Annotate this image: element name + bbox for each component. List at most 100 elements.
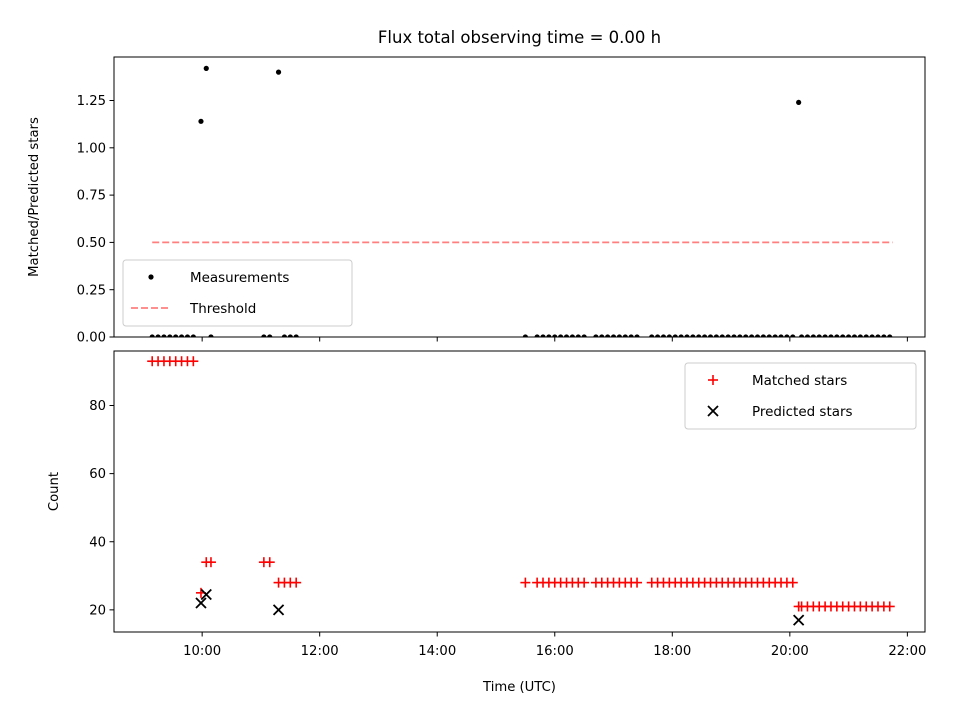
data-point: [291, 577, 302, 588]
legend-entry-predicted-stars: Predicted stars: [707, 405, 853, 420]
data-point: [655, 334, 661, 337]
data-point: [696, 334, 702, 337]
data-point: [731, 334, 737, 337]
data-point: [272, 604, 285, 616]
data-point: [793, 614, 805, 626]
data-point: [840, 334, 846, 337]
data-point: [149, 334, 155, 337]
x-axis-label: Time (UTC): [482, 680, 556, 695]
y-tick-label: 20: [89, 603, 106, 618]
data-point: [713, 334, 719, 337]
data-point: [760, 334, 766, 337]
data-point: [766, 334, 772, 337]
data-point: [178, 334, 185, 337]
data-point: [281, 334, 288, 337]
axes-frame: [113, 350, 926, 633]
data-point: [790, 334, 796, 337]
data-point: [810, 334, 816, 337]
data-point: [737, 334, 743, 337]
plot-area: [147, 356, 895, 626]
y-tick-label: 0.00: [77, 331, 106, 346]
data-point: [719, 334, 725, 337]
x-b: [707, 405, 719, 417]
x-b: [793, 614, 805, 626]
data-point: [534, 334, 540, 337]
legend-entry-measurements: Measurements: [148, 271, 289, 286]
data-point: [754, 334, 761, 337]
data-point: [628, 334, 634, 337]
data-point: [205, 557, 216, 568]
data-point: [784, 334, 790, 337]
legend-label: Measurements: [190, 271, 289, 286]
data-point: [649, 334, 655, 337]
data-point: [666, 334, 672, 337]
legend-label: Threshold: [189, 302, 256, 317]
x-b: [200, 588, 212, 601]
data-point: [593, 334, 599, 337]
data-point: [857, 334, 863, 337]
data-point: [267, 334, 273, 337]
x-tick-label: 14:00: [418, 644, 456, 659]
data-point: [616, 334, 623, 337]
data-point: [678, 334, 684, 337]
data-point: [887, 334, 893, 337]
y-tick-label: 80: [89, 399, 106, 414]
bottom-subplot: 20 40 60 80 10:00 12:00 14:00 16:00 18:00 20:00 22…: [47, 350, 926, 695]
legend: Measurements Threshold: [122, 259, 353, 327]
chart-title: Flux total observing time = 0.00 h: [378, 28, 661, 47]
data-point: [552, 334, 558, 337]
legend: Matched stars Predicted stars: [684, 362, 917, 430]
y-tick-label: 0.75: [77, 189, 106, 204]
data-point: [195, 597, 207, 609]
data-point: [581, 334, 587, 337]
plot-area: [149, 65, 893, 337]
data-point: [610, 334, 617, 337]
data-point: [188, 356, 199, 367]
data-point: [707, 334, 714, 337]
data-point: [167, 334, 173, 337]
data-point: [725, 334, 731, 337]
data-point: [203, 65, 209, 71]
data-point: [804, 334, 811, 337]
x-tick-label: 22:00: [888, 644, 926, 659]
legend-box: [122, 259, 353, 327]
data-point: [605, 334, 611, 337]
series-measurements: [149, 65, 893, 337]
legend-label: Matched stars: [752, 374, 847, 389]
x-tick-label: 10:00: [183, 644, 221, 659]
data-point: [863, 334, 869, 337]
top-subplot: Flux total observing time = 0.00 h 0.00 0.…: [27, 28, 926, 346]
legend-handle: [707, 405, 719, 417]
data-point: [275, 69, 282, 75]
data-point: [622, 334, 628, 337]
data-point: [575, 334, 581, 337]
data-point: [599, 334, 605, 337]
legend-handle: [148, 274, 154, 280]
data-point: [520, 577, 531, 588]
data-point: [702, 334, 708, 337]
data-point: [261, 334, 267, 337]
data-point: [684, 334, 690, 337]
data-point: [634, 334, 640, 337]
y-axis-label: Count: [47, 472, 62, 511]
data-point: [190, 334, 196, 337]
data-point: [787, 577, 798, 588]
data-point: [660, 334, 667, 337]
x-tick-label: 20:00: [771, 644, 809, 659]
data-point: [749, 334, 755, 337]
data-point: [690, 334, 696, 337]
y-tick-label: 1.00: [77, 141, 106, 156]
y-tick-label: 0.50: [77, 236, 106, 251]
y-axis-label: Matched/Predicted stars: [27, 117, 42, 277]
series-predicted-stars: [195, 588, 805, 626]
data-point: [869, 334, 875, 337]
data-point: [846, 334, 852, 337]
data-point: [778, 334, 784, 337]
data-point: [881, 334, 887, 337]
legend-entry-matched-stars: Matched stars: [708, 374, 847, 389]
data-point: [672, 334, 678, 337]
data-point: [569, 334, 575, 337]
data-point: [173, 334, 179, 337]
data-point: [558, 334, 564, 337]
